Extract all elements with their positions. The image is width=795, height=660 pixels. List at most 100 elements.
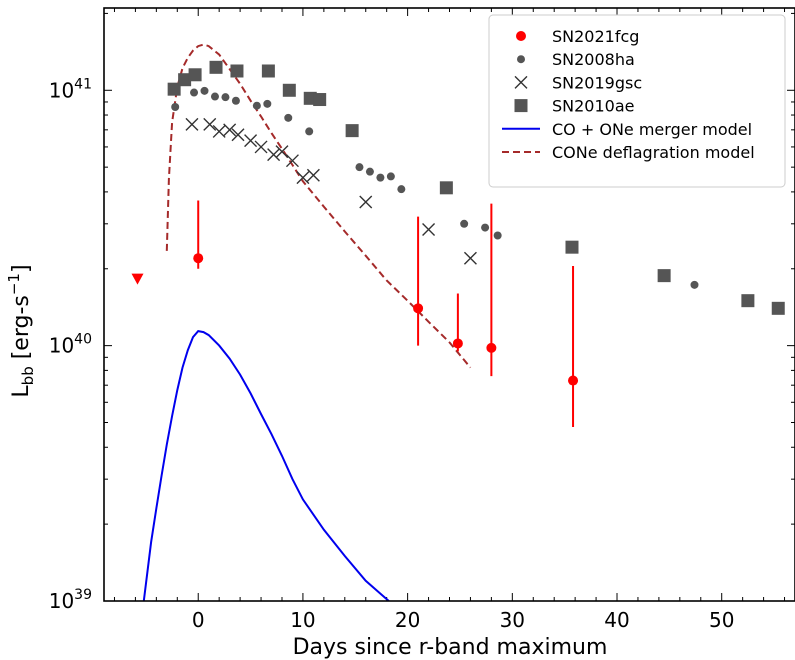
y-tick-label: 1039 — [49, 587, 92, 613]
data-point — [210, 92, 219, 101]
data-point — [200, 86, 209, 95]
data-point — [193, 253, 204, 264]
data-point — [263, 99, 272, 108]
data-point — [185, 117, 199, 131]
data-point — [282, 83, 296, 97]
y-axis-title-unit: [erg-s — [9, 295, 34, 366]
data-point — [231, 96, 240, 105]
legend-label: SN2008ha — [552, 50, 635, 69]
data-point — [422, 222, 436, 236]
data-point — [359, 195, 373, 209]
data-point — [365, 167, 374, 176]
data-point — [741, 294, 755, 308]
legend-label: CONe deflagration model — [552, 143, 755, 162]
legend-entry: CO + ONe merger model — [502, 120, 752, 139]
data-point — [171, 103, 180, 112]
data-point — [167, 82, 181, 96]
legend-label: SN2021fcg — [552, 27, 639, 46]
data-point — [481, 223, 490, 232]
x-axis-title: Days since r-band maximum — [293, 635, 608, 660]
x-tick-label: 10 — [290, 608, 315, 632]
upper-limit-marker — [131, 273, 144, 285]
data-point — [565, 240, 579, 254]
data-point — [439, 181, 453, 195]
series-sn2008ha — [171, 86, 699, 289]
series-sn2021fcg — [131, 200, 579, 428]
x-tick-label: 40 — [604, 608, 629, 632]
legend-entry: SN2019gsc — [514, 73, 642, 92]
y-axis-title-sub: bb — [19, 366, 37, 385]
series-cone-deflagration-model — [165, 43, 472, 369]
data-point — [209, 60, 223, 74]
data-point — [386, 172, 395, 181]
legend-label: SN2019gsc — [552, 73, 642, 92]
y-tick-label-base: 10 — [49, 589, 74, 613]
legend-entry: SN2010ae — [514, 97, 635, 116]
legend-swatch — [516, 31, 526, 41]
data-point — [203, 117, 217, 131]
data-point — [486, 342, 497, 353]
data-point — [460, 219, 469, 228]
y-axis-title: Lbb [erg-s−1] — [5, 264, 37, 397]
data-point — [190, 88, 199, 97]
x-tick-label: 50 — [709, 608, 734, 632]
data-point — [568, 375, 579, 386]
y-axis-title-unit-exp: −1 — [5, 273, 23, 295]
y-axis-title-base: L — [9, 385, 34, 398]
legend-entry: CONe deflagration model — [502, 143, 755, 162]
series-sn2019gsc — [185, 117, 477, 265]
data-point — [296, 171, 310, 185]
data-point — [221, 93, 230, 102]
y-tick-label-exp: 40 — [74, 332, 92, 348]
x-tick-label: 30 — [500, 608, 525, 632]
x-tick-label: 0 — [192, 608, 205, 632]
data-point — [284, 113, 293, 122]
data-point — [493, 231, 502, 240]
data-point — [413, 303, 424, 314]
data-point — [261, 64, 275, 78]
y-tick-label-base: 10 — [49, 334, 74, 358]
data-point — [188, 68, 202, 82]
data-point — [285, 154, 299, 168]
legend-swatch — [514, 75, 528, 89]
data-point — [306, 168, 320, 182]
data-point — [231, 128, 245, 142]
data-point — [452, 338, 463, 349]
data-point — [305, 127, 314, 136]
legend-entry: SN2008ha — [517, 50, 635, 69]
data-point — [267, 148, 281, 162]
legend-entries: SN2021fcg SN2008ha SN2019gsc SN2010ae CO + O… — [502, 27, 755, 162]
y-axis-title-unit-close: ] — [9, 264, 34, 273]
legend-box — [488, 14, 786, 188]
x-tick-label: 20 — [395, 608, 420, 632]
data-point — [397, 185, 406, 194]
data-point — [771, 301, 785, 315]
x-tick-labels: 0 10 20 30 40 50 — [192, 608, 735, 632]
legend: SN2021fcg SN2008ha SN2019gsc SN2010ae CO + O… — [488, 14, 786, 188]
data-point — [252, 101, 261, 110]
model-line — [142, 330, 390, 601]
data-point — [178, 73, 192, 87]
data-point — [376, 173, 385, 182]
legend-swatch — [514, 99, 528, 113]
y-tick-label-exp: 41 — [74, 76, 92, 92]
y-tick-label-base: 10 — [49, 78, 74, 102]
data-point — [463, 251, 477, 265]
data-point — [230, 64, 244, 78]
series-sn2010ae — [167, 60, 785, 315]
data-point — [244, 134, 258, 148]
data-point — [355, 163, 364, 172]
legend-entry: SN2021fcg — [516, 27, 639, 46]
data-point — [345, 124, 359, 138]
data-point — [690, 280, 699, 289]
axes-frame — [103, 7, 795, 602]
data-point — [313, 93, 327, 107]
y-tick-label: 1040 — [49, 332, 92, 358]
series-co-one-merger-model — [142, 330, 390, 601]
model-line — [165, 43, 472, 369]
legend-swatch — [517, 55, 525, 64]
data-point — [657, 269, 671, 283]
data-point — [254, 140, 268, 154]
